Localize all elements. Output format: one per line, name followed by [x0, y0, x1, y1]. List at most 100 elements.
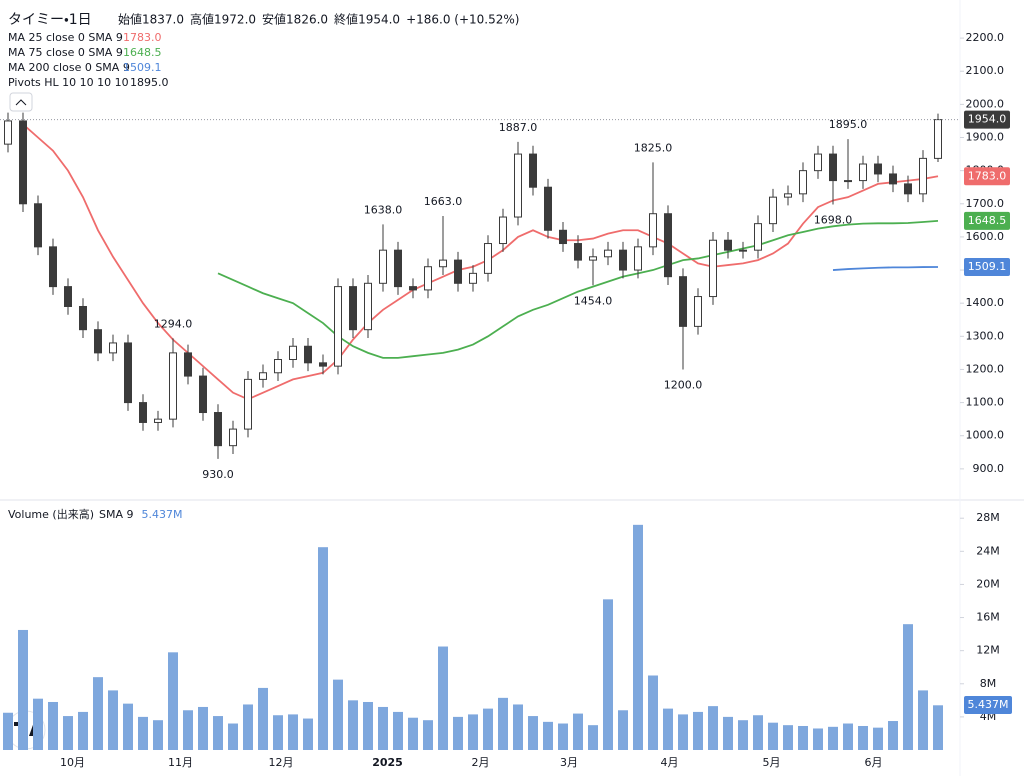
volume-bar [78, 711, 88, 750]
volume-bar [558, 723, 568, 750]
volume-bar [708, 706, 718, 750]
candle-body [64, 286, 72, 307]
pivot-high-label: 1825.0 [634, 141, 673, 154]
candle-body [709, 239, 717, 298]
candle-body [799, 170, 807, 195]
volume-bar [408, 717, 418, 750]
volume-bar [108, 690, 118, 750]
candle-body [379, 249, 387, 284]
candle-body [214, 412, 222, 447]
candle-body [364, 282, 372, 331]
y-tick-label: 1300.0 [966, 329, 1005, 342]
volume-bar [723, 716, 733, 750]
y-tick-label: 1900.0 [966, 131, 1005, 144]
volume-bar [243, 704, 253, 750]
volume-legend-name: Volume (出来高) [8, 507, 94, 521]
ma-legend-value: 1783.0 [123, 31, 162, 44]
volume-bar [318, 547, 328, 750]
ma-price-tag [964, 258, 1010, 277]
candle-body [139, 402, 147, 423]
ohlc-label: 終値 [334, 12, 358, 27]
last-price-label: 1954.0 [968, 113, 1007, 126]
volume-bar [588, 725, 598, 750]
volume-bar [198, 706, 208, 750]
volume-bar [663, 708, 673, 750]
volume-bar [378, 706, 388, 750]
volume-bar [258, 687, 268, 750]
volume-bar [123, 703, 133, 750]
volume-bar [3, 712, 13, 750]
volume-bar [393, 711, 403, 750]
y-tick-label: 1000.0 [966, 429, 1005, 442]
volume-bar [48, 701, 58, 750]
candle-body [829, 153, 837, 182]
candle-body [529, 153, 537, 188]
volume-bar [813, 728, 823, 750]
ma-legend-value: 1509.1 [123, 61, 162, 74]
pivot-high-label: 1294.0 [154, 317, 193, 330]
y-tick-label: 1700.0 [966, 197, 1005, 210]
candle-body [319, 362, 327, 367]
collapse-button[interactable] [9, 92, 33, 112]
candle-body [679, 276, 687, 327]
volume-bar [903, 624, 913, 750]
candle-body [79, 305, 87, 331]
ma-price-label: 1783.0 [968, 169, 1007, 182]
candle-body [874, 163, 882, 175]
volume-bar [168, 652, 178, 750]
candle-body [109, 342, 117, 354]
y-tick-label: 1400.0 [966, 296, 1005, 309]
y-tick-label: 1200.0 [966, 362, 1005, 375]
volume-tick-label: 8M [980, 677, 997, 690]
candle-body [124, 342, 132, 404]
volume-bar [828, 726, 838, 750]
candle-body [919, 157, 927, 195]
volume-bar [438, 646, 448, 750]
volume-bar [603, 599, 613, 750]
candle-body [649, 213, 657, 248]
x-tick-label: 2025 [372, 756, 403, 769]
candle-body [904, 183, 912, 195]
volume-bar [738, 720, 748, 750]
volume-bar [528, 716, 538, 750]
volume-bar [753, 715, 763, 750]
volume-tick-label: 24M [976, 544, 1000, 557]
x-tick-label: 2月 [472, 756, 490, 769]
candle-body [694, 296, 702, 327]
volume-bar [468, 714, 478, 750]
volume-bar [138, 716, 148, 750]
volume-bar [873, 727, 883, 750]
y-tick-label: 1600.0 [966, 230, 1005, 243]
price-change: +186.0 (+10.52%) [406, 13, 519, 27]
candle-body [349, 286, 357, 331]
ohlc-label: 安値 [262, 12, 286, 27]
y-tick-label: 2100.0 [966, 64, 1005, 77]
candle-body [499, 216, 507, 245]
volume-bar [303, 718, 313, 750]
candle-body [619, 249, 627, 271]
ma-line [832, 266, 939, 271]
candle-body [19, 120, 27, 205]
candle-body [34, 203, 42, 248]
y-tick-label: 1100.0 [966, 396, 1005, 409]
pivot-legend-name: Pivots HL 10 10 10 10 [8, 76, 129, 89]
volume-bar [678, 714, 688, 750]
volume-bar [783, 725, 793, 750]
x-tick-label: 6月 [865, 756, 883, 769]
candle-body [589, 256, 597, 261]
ma-line [22, 123, 939, 401]
ma-legend-name: MA 75 close 0 SMA 9 [8, 46, 123, 59]
candle-body [574, 243, 582, 261]
volume-bar [63, 716, 73, 750]
pivot-legend-value: 1895.0 [130, 76, 169, 89]
x-tick-label: 3月 [560, 756, 578, 769]
ma-legend-name: MA 25 close 0 SMA 9 [8, 31, 123, 44]
pivot-high-label: 1638.0 [364, 203, 403, 216]
volume-tick-label: 12M [976, 644, 1000, 657]
candle-body [94, 329, 102, 354]
y-tick-label: 2200.0 [966, 31, 1005, 44]
x-tick-label: 10月 [60, 756, 85, 769]
volume-sma-label: 5.437M [968, 698, 1009, 711]
